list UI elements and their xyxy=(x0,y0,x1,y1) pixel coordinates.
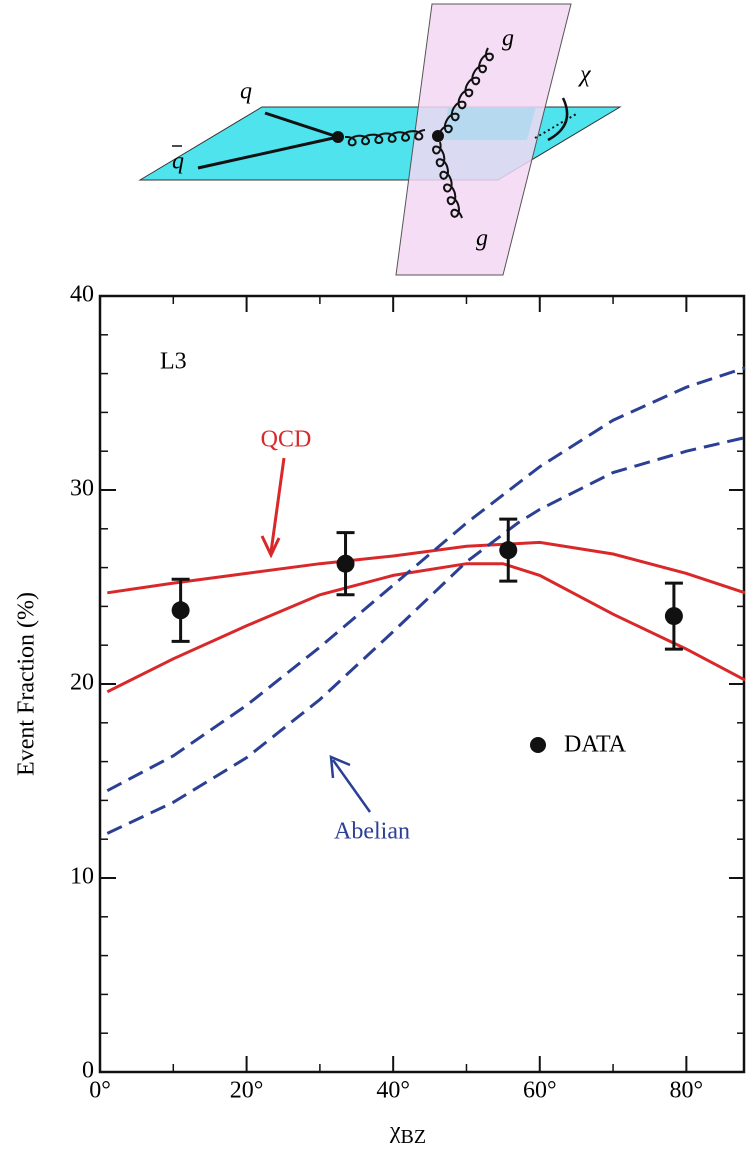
label-qbar: q xyxy=(172,149,184,175)
y-tick-label: 10 xyxy=(70,864,94,890)
annotation: QCD xyxy=(261,427,312,453)
annotation: L3 xyxy=(160,349,187,375)
data-point xyxy=(336,554,355,573)
arrow-head xyxy=(329,755,351,779)
label-g: g xyxy=(502,26,514,52)
label-chi: χ xyxy=(578,62,592,88)
model-curve xyxy=(106,562,746,694)
vertex xyxy=(332,131,344,143)
annotation-arrow xyxy=(331,759,372,813)
data-point xyxy=(664,607,683,626)
label-q: q xyxy=(240,79,252,105)
annotation-arrow xyxy=(269,457,286,553)
x-tick-label: 60° xyxy=(523,1078,557,1104)
arrow-head xyxy=(260,535,281,559)
x-label-subscript: BZ xyxy=(401,1126,427,1148)
gluon xyxy=(345,129,426,147)
annotation: Abelian xyxy=(334,819,410,845)
dotted-line xyxy=(534,112,579,139)
label-g: g xyxy=(476,226,488,252)
quark-line xyxy=(264,111,339,139)
data-point xyxy=(499,541,518,560)
x-tick-label: 0° xyxy=(89,1078,111,1104)
y-tick-label: 0 xyxy=(82,1058,94,1084)
legend-label: DATA xyxy=(564,732,627,758)
data-point xyxy=(171,601,190,620)
y-tick-label: 30 xyxy=(70,476,94,502)
y-tick-label: 20 xyxy=(70,670,94,696)
x-tick-label: 20° xyxy=(230,1078,264,1104)
plot-frame xyxy=(98,294,746,1074)
y-axis-label: Event Fraction (%) xyxy=(14,592,40,776)
x-axis-label: χBZ xyxy=(389,1118,426,1148)
antiquark-line xyxy=(197,135,339,170)
x-tick-label: 80° xyxy=(670,1078,704,1104)
model-curve xyxy=(106,436,746,835)
gluon xyxy=(431,141,463,219)
angle-arc xyxy=(547,97,569,142)
vertex xyxy=(432,130,444,142)
diagram: q q g g χ xyxy=(138,3,622,276)
plane-overlap xyxy=(444,107,536,140)
y-tick-label: 40 xyxy=(70,282,94,308)
gluon xyxy=(439,47,494,134)
x-label-symbol: χ xyxy=(389,1118,401,1144)
x-tick-label: 40° xyxy=(376,1078,410,1104)
legend-marker xyxy=(530,737,546,753)
model-curve xyxy=(107,540,746,595)
